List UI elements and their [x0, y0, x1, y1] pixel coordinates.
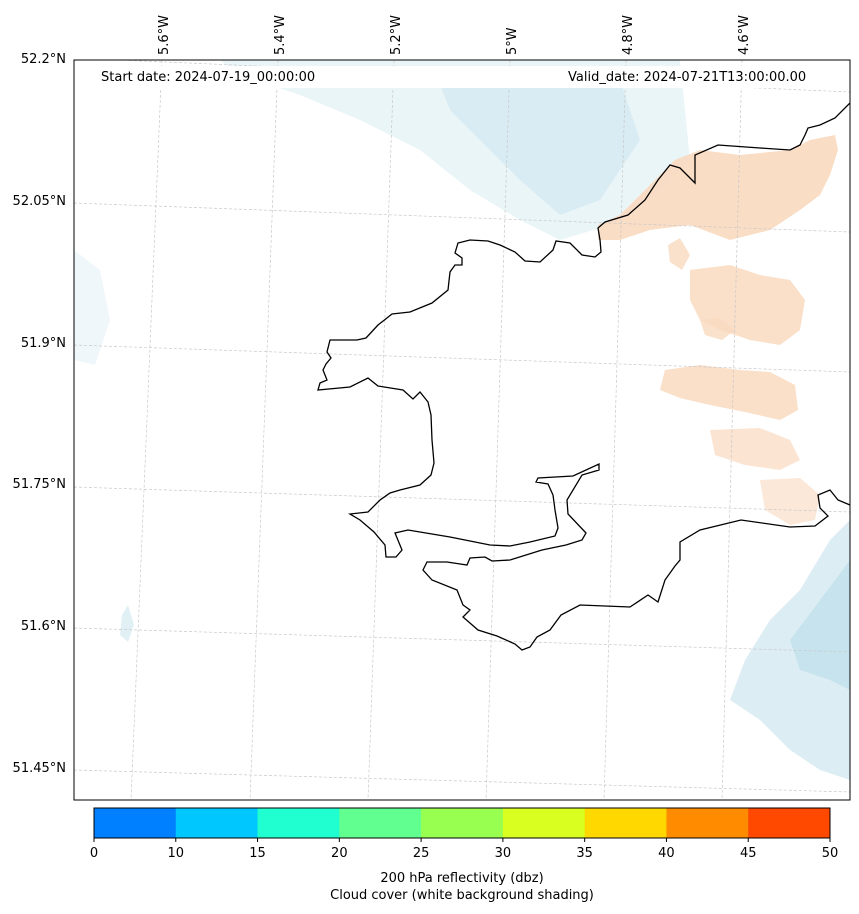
lat-label: 51.9°N [20, 336, 66, 351]
colorbar-segment [94, 808, 177, 838]
lat-label: 52.05°N [12, 194, 66, 209]
lon-label: 4.6°W [737, 14, 752, 55]
reflectivity-shading-south [760, 478, 820, 525]
colorbar-tick-label: 40 [658, 846, 675, 861]
colorbar-title: 200 hPa reflectivity (dbz) [380, 871, 544, 886]
cloud-shading-west [74, 250, 110, 365]
cloud-shading-small [120, 605, 134, 642]
cloud-shading-southeast-inner [790, 560, 850, 690]
colorbar-segment [666, 808, 749, 838]
reflectivity-shading-small2 [700, 318, 735, 340]
lat-label: 52.2°N [20, 52, 66, 67]
lon-label: 5.2°W [389, 14, 404, 55]
colorbar [93, 808, 831, 842]
colorbar-frame [93, 807, 831, 839]
start-date-label: Start date: 2024-07-19_00:00:00 [101, 70, 316, 85]
colorbar-segment [339, 808, 422, 838]
reflectivity-shading-mid3 [710, 428, 800, 470]
colorbar-tick-label: 50 [821, 846, 839, 861]
reflectivity-shading-north [598, 135, 838, 240]
colorbar-segment [175, 808, 259, 838]
header-box [90, 66, 838, 88]
cloud-shading-north-inner [440, 80, 640, 215]
colorbar-subtitle: Cloud cover (white background shading) [330, 888, 594, 903]
coastline-north [317, 102, 850, 651]
reflectivity-shading-small1 [668, 238, 690, 270]
colorbar-tick-label: 0 [89, 846, 99, 861]
colorbar-segment [502, 808, 586, 838]
colorbar-segment [748, 808, 831, 838]
colorbar-segment [257, 808, 340, 838]
colorbar-segment [421, 808, 504, 838]
lon-label: 5°W [505, 27, 520, 55]
colorbar-segment [584, 808, 667, 838]
colorbar-tick-label: 25 [412, 846, 430, 861]
colorbar-tick-label: 30 [494, 846, 512, 861]
map-frame [73, 59, 851, 801]
colorbar-tick-label: 15 [249, 846, 266, 861]
lon-label: 4.8°W [621, 14, 636, 55]
valid-date-label: Valid_date: 2024-07-21T13:00:00.00 [568, 70, 807, 85]
colorbar-tick-label: 35 [576, 846, 593, 861]
colorbar-tick-label: 20 [331, 846, 348, 861]
lat-label: 51.45°N [12, 761, 66, 776]
lon-label: 5.4°W [273, 14, 288, 55]
lat-label: 51.6°N [20, 619, 66, 634]
lon-label: 5.6°W [157, 14, 172, 55]
colorbar-tick-label: 10 [167, 846, 185, 861]
reflectivity-shading-mid2 [660, 365, 798, 420]
colorbar-tick-label: 45 [739, 846, 757, 861]
lat-label: 51.75°N [12, 477, 66, 492]
